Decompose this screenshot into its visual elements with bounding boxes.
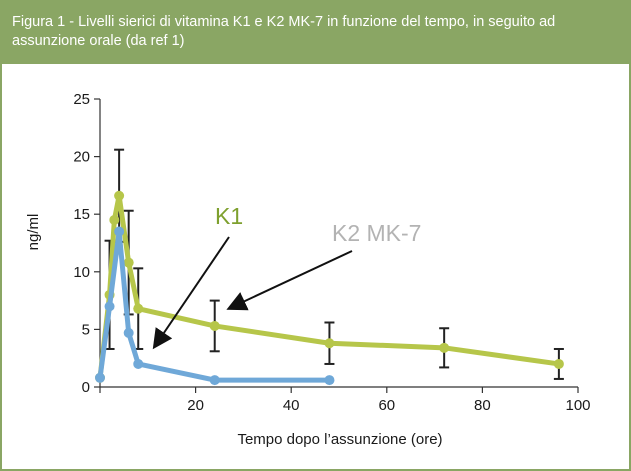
y-tick-label: 10 <box>73 264 90 281</box>
x-tick-label: 100 <box>565 397 590 414</box>
figure-caption: Figura 1 - Livelli sierici di vitamina K… <box>2 2 629 64</box>
chart-axes: 0 5 10 15 20 25 20 40 60 80 100 <box>73 91 590 414</box>
series-label-k2: K2 MK-7 <box>332 220 421 246</box>
data-point <box>133 358 144 369</box>
data-point <box>324 338 335 349</box>
series-k1 <box>95 226 335 386</box>
y-tick-label: 20 <box>73 149 90 166</box>
data-point <box>439 342 450 353</box>
data-point <box>114 190 125 201</box>
y-tick-label: 15 <box>73 206 90 223</box>
x-tick-label: 20 <box>187 397 204 414</box>
y-axis-title: ng/ml <box>25 214 42 251</box>
data-point <box>123 327 134 338</box>
x-tick-label: 60 <box>378 397 395 414</box>
data-point <box>553 358 564 369</box>
data-point <box>209 375 220 386</box>
chart-series <box>95 148 564 386</box>
data-point <box>324 375 335 386</box>
y-tick-label: 25 <box>73 91 90 108</box>
data-point <box>109 214 120 225</box>
series-k2-mk7 <box>95 148 564 383</box>
data-point <box>133 303 144 314</box>
data-point <box>104 301 115 312</box>
arrow-k2 <box>226 250 353 311</box>
x-axis-title: Tempo dopo l’assunzione (ore) <box>237 431 442 448</box>
data-point <box>123 257 134 268</box>
x-tick-label: 40 <box>283 397 300 414</box>
data-point <box>114 226 125 237</box>
y-tick-label: 5 <box>82 321 90 338</box>
arrow-k1 <box>152 236 230 350</box>
chart-annotations: ng/ml Tempo dopo l’assunzione (ore) K1 K… <box>25 203 443 448</box>
x-tick-label: 80 <box>474 397 491 414</box>
series-line <box>97 193 562 381</box>
data-point <box>95 372 105 383</box>
y-tick-label: 0 <box>82 379 90 396</box>
series-label-k1: K1 <box>215 203 243 229</box>
data-point <box>209 320 220 331</box>
